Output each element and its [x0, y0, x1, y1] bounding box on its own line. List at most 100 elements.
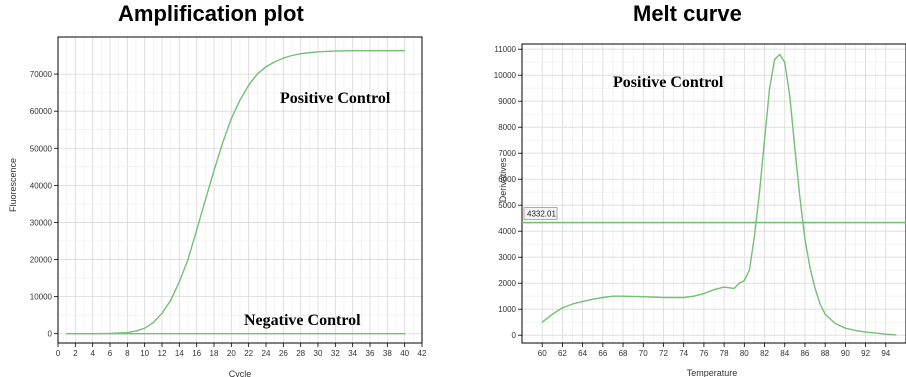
- x-tick-label: 40: [400, 349, 409, 358]
- x-tick-label: 20: [227, 349, 236, 358]
- x-tick-label: 32: [331, 349, 340, 358]
- data-point: [187, 258, 189, 261]
- data-point: [196, 229, 198, 231]
- data-point: [779, 53, 781, 56]
- x-tick-label: 68: [619, 349, 628, 358]
- x-tick-label: 34: [348, 349, 357, 358]
- y-tick-label: 20000: [30, 256, 53, 265]
- data-point: [895, 334, 897, 336]
- x-tick-label: 8: [125, 349, 130, 358]
- y-tick-label: 2000: [498, 279, 516, 288]
- data-point: [748, 269, 750, 271]
- x-tick-label: 64: [578, 349, 587, 358]
- x-tick-label: 30: [314, 349, 323, 358]
- data-point: [683, 296, 685, 299]
- x-tick-label: 86: [800, 349, 809, 358]
- melt-series: [541, 53, 897, 336]
- data-point: [144, 327, 146, 329]
- data-point: [161, 312, 163, 314]
- y-tick-label: 10000: [494, 71, 517, 80]
- data-point: [819, 303, 821, 305]
- x-tick-label: 70: [639, 349, 648, 358]
- data-point: [743, 280, 745, 282]
- annotation-negative-control: Negative Control: [244, 312, 361, 329]
- amplification-axes: 0 2 4 6 8 10 12 14 16 18 20 22 24 26 28 30 32 34 36 38 40 420…: [30, 70, 427, 358]
- x-tick-label: 42: [418, 349, 427, 358]
- data-point: [592, 298, 594, 300]
- melt-annotation-positive-control: Positive Control: [613, 74, 724, 91]
- x-tick-label: 6: [108, 349, 113, 358]
- x-tick-label: 78: [720, 349, 729, 358]
- y-tick-label: 30000: [30, 218, 53, 227]
- data-point: [612, 295, 614, 297]
- data-point: [541, 321, 543, 323]
- y-tick-label: 5000: [498, 201, 516, 210]
- x-tick-label: 28: [296, 349, 305, 358]
- melt-grid: [522, 44, 906, 343]
- data-point: [222, 142, 224, 144]
- x-tick-label: 18: [210, 349, 219, 358]
- x-tick-label: 4: [90, 349, 95, 358]
- melt-threshold: 4332.01: [522, 207, 906, 224]
- melt-chart: 60 62 64 66 68 70 72 74 76 78 80 82 84 86 88 90 92 94 0 100…: [494, 43, 906, 377]
- amplification-panel: Amplification plot 0 2 4 6 8 10 12 14 16 18 20 22 24…: [0, 0, 440, 377]
- data-point: [885, 333, 887, 335]
- y-tick-label: 0: [48, 330, 53, 339]
- y-tick-label: 10000: [30, 293, 53, 302]
- data-point: [794, 147, 796, 149]
- data-point: [561, 307, 564, 309]
- data-point: [784, 61, 786, 63]
- data-point: [551, 313, 553, 315]
- annotation-positive-control: Positive Control: [280, 90, 391, 107]
- data-point: [239, 99, 241, 101]
- data-point: [703, 293, 705, 295]
- data-point: [864, 331, 867, 333]
- data-point: [291, 54, 293, 57]
- y-tick-label: 0: [512, 331, 517, 340]
- x-tick-label: 22: [244, 349, 253, 358]
- data-point: [300, 53, 302, 55]
- data-point: [213, 169, 215, 172]
- x-tick-label: 24: [262, 349, 271, 358]
- data-point: [814, 287, 816, 289]
- data-point: [804, 238, 806, 240]
- y-tick-label: 11000: [494, 45, 516, 54]
- amplification-title: Amplification plot: [118, 1, 304, 26]
- data-point: [369, 50, 371, 52]
- data-point: [582, 300, 584, 302]
- data-point: [282, 57, 284, 59]
- data-point: [774, 59, 776, 61]
- x-tick-label: 72: [659, 349, 668, 358]
- data-point: [844, 327, 846, 329]
- y-tick-label: 9000: [498, 97, 516, 106]
- x-tick-label: 60: [538, 349, 547, 358]
- data-point: [265, 66, 267, 68]
- series-line-positive-control: [66, 50, 405, 335]
- data-point: [733, 287, 735, 289]
- data-point: [723, 286, 725, 288]
- x-tick-label: 84: [780, 349, 789, 358]
- y-tick-label: 4000: [498, 227, 516, 236]
- data-point: [256, 73, 258, 75]
- x-tick-label: 90: [841, 349, 850, 358]
- data-point: [274, 61, 276, 63]
- amplification-x-axis-label: Cycle: [229, 369, 252, 377]
- x-tick-label: 26: [279, 349, 288, 358]
- x-tick-label: 10: [140, 349, 149, 358]
- amplification-y-axis-label: Fluorescence: [8, 158, 18, 212]
- data-point: [352, 50, 354, 52]
- data-point: [824, 313, 826, 315]
- x-tick-label: 14: [175, 349, 184, 358]
- x-tick-label: 38: [383, 349, 392, 358]
- y-tick-label: 1000: [498, 305, 516, 314]
- melt-plot-frame: [521, 43, 906, 344]
- x-tick-label: 76: [699, 349, 708, 358]
- x-tick-label: 88: [821, 349, 830, 358]
- threshold-label-box: [523, 207, 558, 220]
- data-point: [758, 191, 761, 193]
- y-tick-label: 70000: [30, 70, 53, 79]
- data-point: [809, 267, 811, 269]
- x-tick-label: 92: [861, 349, 870, 358]
- data-point: [799, 196, 801, 198]
- data-point: [126, 332, 128, 334]
